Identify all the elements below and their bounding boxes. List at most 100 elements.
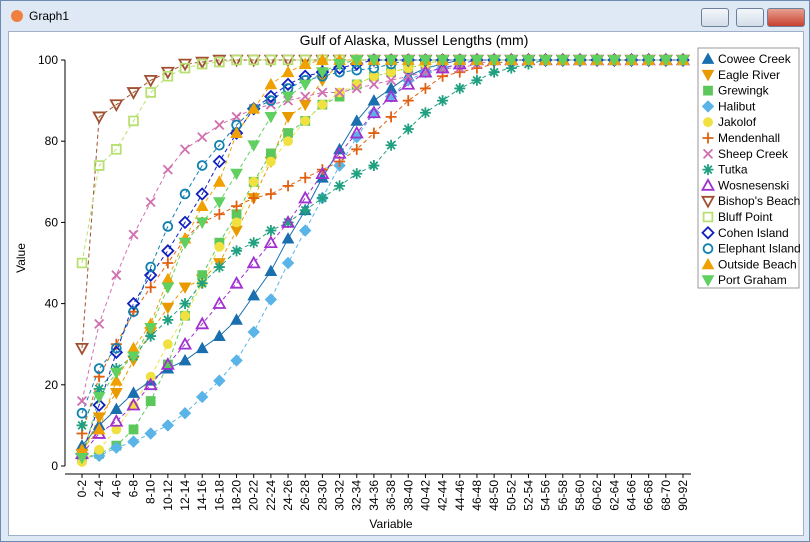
point (195, 56, 210, 70)
y-tick-label: 60 (45, 215, 59, 229)
point (76, 407, 88, 419)
point (247, 102, 261, 114)
x-tick-label: 48-50 (487, 480, 501, 511)
point (625, 55, 638, 67)
series-line (81, 59, 683, 434)
x-tick-label: 38-40 (401, 480, 415, 511)
series-line (81, 59, 683, 463)
point (145, 261, 156, 273)
chart-title: Gulf of Alaska, Mussel Lengths (mm) (300, 32, 529, 48)
maximize-button[interactable] (736, 8, 764, 27)
point (128, 115, 139, 127)
x-tick-label: 68-70 (659, 480, 673, 511)
point (231, 111, 242, 122)
point (247, 288, 261, 301)
point (162, 164, 173, 175)
x-tick-label: 8-10 (144, 480, 158, 504)
point (282, 216, 294, 228)
point (522, 55, 535, 67)
x-tick-label: 10-12 (161, 480, 175, 511)
point (214, 119, 225, 130)
point (316, 192, 328, 204)
point (109, 413, 124, 427)
point (195, 341, 209, 354)
legend-label: Bluff Point (718, 210, 773, 224)
point (145, 396, 156, 406)
x-tick-label: 24-26 (281, 480, 295, 511)
point (162, 339, 173, 350)
point (556, 55, 570, 67)
point (213, 208, 225, 220)
point (229, 126, 244, 140)
point (299, 224, 312, 237)
legend-marker (701, 69, 715, 82)
point (590, 55, 604, 67)
point (573, 55, 587, 67)
point (230, 126, 243, 138)
point (265, 54, 277, 66)
series-line (81, 59, 683, 459)
point (315, 166, 330, 179)
x-tick-label: 60-62 (590, 480, 604, 511)
point (127, 341, 140, 354)
point (264, 89, 278, 104)
title-bar: Graph1 (1, 1, 809, 31)
point (368, 127, 380, 139)
point (111, 144, 122, 155)
point (161, 302, 175, 315)
point (401, 77, 416, 90)
point (109, 402, 123, 415)
point (435, 60, 450, 74)
point (128, 306, 139, 318)
legend-marker (702, 148, 714, 159)
legend-label: Mendenhall (718, 131, 780, 145)
point (659, 55, 673, 67)
point (299, 172, 311, 184)
point (281, 65, 295, 78)
point (265, 225, 277, 237)
point (300, 116, 311, 126)
series-line (81, 59, 683, 402)
point (248, 176, 259, 187)
y-tick-label: 100 (38, 53, 58, 67)
point (213, 261, 225, 273)
point (230, 168, 243, 181)
y-tick-label: 20 (45, 378, 59, 392)
point (160, 357, 175, 370)
point (298, 57, 312, 69)
point (94, 318, 105, 329)
point (419, 107, 431, 119)
point (178, 237, 192, 250)
point (75, 452, 89, 465)
x-tick-label: 16-18 (212, 480, 226, 511)
point (128, 424, 139, 435)
point (230, 313, 243, 325)
point (607, 55, 621, 67)
x-tick-label: 56-58 (556, 480, 570, 511)
legend-label: Port Graham (718, 273, 787, 287)
x-tick-label: 14-16 (195, 480, 209, 511)
point (229, 275, 244, 289)
close-button[interactable] (767, 8, 805, 27)
legend-label: Grewingk (718, 84, 770, 98)
series-line (81, 59, 683, 459)
point (317, 87, 328, 98)
point (161, 419, 175, 432)
point (213, 329, 226, 341)
point (281, 215, 296, 228)
legend-label: Sheep Creek (718, 147, 789, 161)
point (162, 314, 174, 326)
x-tick-label: 58-60 (573, 480, 587, 511)
point (76, 257, 88, 269)
point (419, 82, 431, 94)
minimize-button[interactable] (701, 8, 729, 27)
point (212, 296, 227, 309)
point (471, 74, 483, 86)
x-tick-label: 62-64 (607, 480, 621, 511)
x-tick-label: 54-56 (539, 480, 553, 511)
point (402, 95, 414, 107)
legend-marker (702, 211, 714, 223)
point (92, 398, 106, 412)
legend-marker (701, 52, 715, 64)
